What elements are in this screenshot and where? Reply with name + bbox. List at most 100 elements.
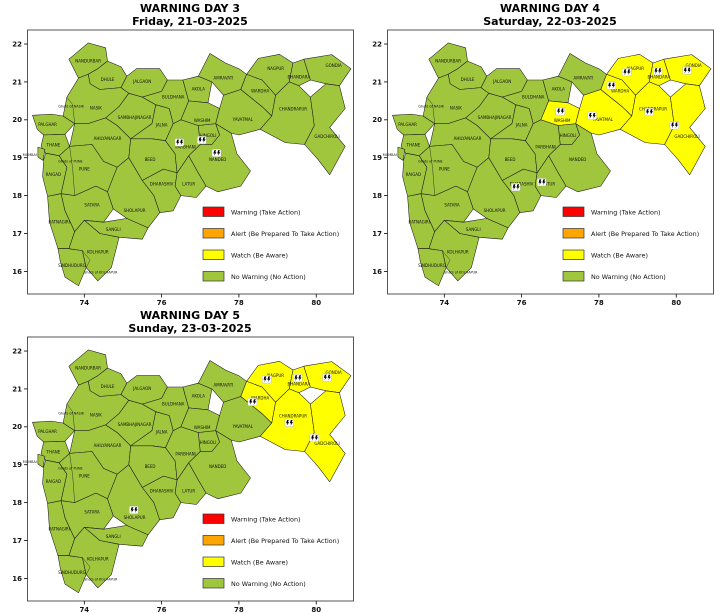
ghat-boundary [82, 250, 91, 268]
district-label: DHARASHIV [510, 181, 534, 186]
district-label: RAIGAD [46, 479, 61, 484]
thunderstorm-icon [587, 111, 597, 120]
lightning-glyph [612, 82, 616, 89]
district-label: BEED [145, 464, 156, 469]
lightning-glyph [654, 68, 658, 74]
district-label: SHOLAPUR [124, 208, 146, 213]
x-tick-label: 74 [79, 299, 89, 307]
district-label: BULDHANA [162, 94, 185, 99]
district-mumbai [37, 453, 46, 468]
district-label: WASHIM [194, 425, 211, 430]
lightning-glyph [267, 376, 271, 383]
district-label: SHOLAPUR [124, 515, 146, 520]
lightning-glyph [627, 69, 631, 76]
lightning-glyph [516, 184, 520, 190]
thunderstorm-icon [174, 138, 185, 147]
district-label: HINGOLI [200, 440, 217, 445]
legend-label-watch: Watch (Be Aware) [591, 252, 648, 260]
district-label: YAVATMAL [592, 117, 614, 122]
district-nanded [548, 123, 611, 193]
district-label: PUNE [79, 473, 90, 478]
y-tick-label: 19 [12, 154, 22, 162]
x-tick-label: 74 [439, 299, 449, 307]
lightning-glyph [289, 420, 293, 426]
lightning-glyph [561, 108, 565, 115]
legend-label-watch: Watch (Be Aware) [231, 252, 288, 260]
region-label: MUMBAI [23, 460, 37, 464]
district-label: JALNA [155, 123, 168, 128]
legend-label-warning: Warning (Take Action) [591, 209, 661, 217]
district-palghar [32, 420, 75, 443]
lightning-glyph [327, 374, 331, 381]
y-tick-label: 22 [372, 40, 382, 48]
ghat-boundary [426, 96, 435, 124]
lightning-glyph [649, 109, 653, 115]
district-label: WARDHA [251, 89, 269, 94]
thunderstorm-icon [606, 81, 616, 90]
district-label: GADCHIROLI [314, 441, 339, 446]
district-label: THANE [406, 142, 421, 147]
x-tick-label: 80 [311, 299, 321, 307]
legend-label-no-warning: No Warning (No Action) [591, 273, 666, 281]
thunderstorm-icon [211, 149, 222, 157]
district-label: NASIK [450, 106, 462, 111]
district-label: PARBHANI [535, 145, 555, 150]
district-mumbai [37, 146, 46, 161]
maharashtra-warning-map-day5: 74 76 78 80 22 21 20 19 18 17 16 PALGHAR THANE RAIGAD… [12, 336, 354, 614]
panel-day4: WARNING DAY 4 Saturday, 22-03-2025 74 76 7… [360, 0, 720, 307]
district-gadchiroli [664, 83, 706, 176]
district-label: RAIGAD [46, 172, 61, 177]
thunderstorm-icon [537, 178, 547, 187]
district-mumbai [397, 146, 406, 161]
lightning-glyph [134, 507, 138, 513]
lightning-glyph [512, 184, 516, 190]
lightning-glyph [311, 435, 315, 441]
district-label: SANGLI [106, 534, 121, 539]
district-label: WASHIM [194, 118, 211, 123]
lightning-glyph [198, 137, 202, 143]
district-bhandara [288, 58, 311, 86]
district-label: DHULE [101, 384, 115, 389]
lightning-glyph [217, 150, 221, 156]
region-label: Ghats of KOLHAPUR [444, 270, 478, 274]
district-label: AMRAVATI [574, 75, 594, 80]
district-akola [182, 382, 213, 411]
lightning-glyph [608, 82, 612, 89]
lightning-glyph [538, 179, 542, 186]
y-tick-label: 19 [12, 461, 22, 469]
district-label: NANDURBAR [435, 58, 461, 63]
lightning-glyph [180, 139, 184, 146]
legend-label-watch: Watch (Be Aware) [231, 559, 288, 567]
lightning-glyph [588, 113, 592, 119]
district-label: BEED [145, 157, 156, 162]
district-label: NASIK [90, 413, 102, 418]
district-label: RATNAGIRI [48, 526, 69, 531]
district-label: SAMBHAJINAGAR [478, 115, 512, 120]
district-label: SANGLI [106, 227, 121, 232]
y-tick-label: 16 [12, 575, 22, 583]
thunderstorm-icon [129, 506, 139, 514]
district-label: AKOLA [192, 87, 206, 92]
lightning-glyph [658, 68, 662, 74]
district-label: NANDED [209, 464, 226, 469]
panel-title-block-day5: WARNING DAY 5 Sunday, 23-03-2025 [0, 307, 360, 335]
maharashtra-warning-map-day4: 74 76 78 80 22 21 20 19 18 17 16 PALGHAR THANE RAIGAD… [372, 29, 714, 307]
panel-title: WARNING DAY 4 [499, 2, 601, 15]
panel-title: WARNING DAY 3 [139, 2, 241, 15]
district-label: NAGPUR [627, 66, 644, 71]
maharashtra-warning-map-day3: 74 76 78 80 22 21 20 19 18 17 16 PALGHAR THANE RAIGAD… [12, 29, 354, 307]
region-label: MUMBAI [383, 153, 397, 157]
thunderstorm-icon [644, 108, 654, 116]
thunderstorm-icon [284, 418, 294, 427]
district-label: LATUR [182, 488, 195, 493]
district-label: DHULE [101, 77, 115, 82]
district-kolhapur [428, 220, 480, 282]
lightning-glyph [557, 108, 561, 115]
y-tick-label: 17 [372, 230, 382, 238]
district-label: GADCHIROLI [314, 134, 339, 139]
district-label: RATNAGIRI [408, 219, 429, 224]
ghat-boundary [69, 146, 75, 196]
district-label: BULDHANA [162, 401, 185, 406]
lightning-glyph [315, 435, 319, 441]
